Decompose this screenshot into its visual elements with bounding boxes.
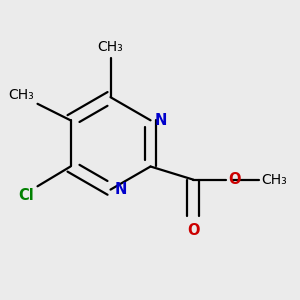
- Text: N: N: [115, 182, 127, 197]
- Text: CH₃: CH₃: [8, 88, 34, 102]
- Text: O: O: [187, 223, 200, 238]
- Text: O: O: [228, 172, 241, 187]
- Text: N: N: [154, 113, 167, 128]
- Text: CH₃: CH₃: [261, 173, 287, 187]
- Text: CH₃: CH₃: [98, 40, 123, 54]
- Text: Cl: Cl: [19, 188, 34, 203]
